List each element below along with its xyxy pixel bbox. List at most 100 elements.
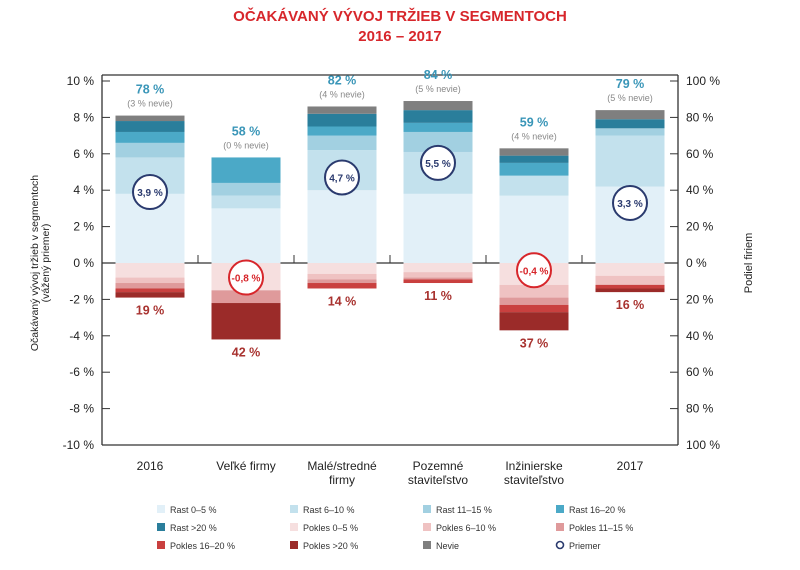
left-tick-label: 6 % <box>73 147 94 161</box>
bar-segment-Rast 11–15 % <box>403 131 473 152</box>
bar-segment-Nevie <box>403 101 473 111</box>
bar-segment-Rast 11–15 % <box>595 128 665 136</box>
bar-segment-Nevie <box>115 115 185 122</box>
category-label: 2016 <box>137 459 164 473</box>
category-label: Pozemné <box>413 459 464 473</box>
bar-segment-Pokles 11–15 % <box>499 297 569 305</box>
growth-share-label: 79 % <box>616 77 645 91</box>
category-label: staviteľstvo <box>408 473 469 487</box>
bar-segment-Pokles 6–10 % <box>307 273 377 280</box>
bar-segment-Rast 16–20 % <box>211 157 281 183</box>
left-tick-label: 8 % <box>73 110 94 124</box>
bar-segment-Pokles 6–10 % <box>403 272 473 278</box>
legend-label: Pokles 6–10 % <box>436 523 496 533</box>
legend-swatch <box>423 541 431 549</box>
average-label: 3,9 % <box>137 188 163 199</box>
bar-segment-Rast 6–10 % <box>595 135 665 187</box>
average-marker <box>516 252 552 289</box>
bar-segment-Pokles 0–5 % <box>595 263 665 276</box>
bar-segment-Rast 11–15 % <box>211 182 281 196</box>
bar-segment-Rast >20 % <box>307 113 377 127</box>
legend-swatch <box>290 541 298 549</box>
unknown-share-label: (5 % nevie) <box>415 84 461 94</box>
legend-label: Rast 0–5 % <box>170 505 217 515</box>
average-label: 3,3 % <box>617 199 643 210</box>
left-tick-label: -2 % <box>69 292 94 306</box>
growth-share-label: 59 % <box>520 115 549 129</box>
average-label: 5,5 % <box>425 159 451 170</box>
left-tick-label: 0 % <box>73 256 94 270</box>
bar-segment-Pokles 11–15 % <box>403 277 473 280</box>
y-axis-label: Očakávaný vývoj tržieb v segmentoch <box>29 175 41 351</box>
legend-swatch <box>157 541 165 549</box>
bar-segment-Pokles 0–5 % <box>307 263 377 274</box>
average-marker <box>420 144 456 181</box>
bar-segment-Pokles 6–10 % <box>115 277 185 284</box>
unknown-share-label: (4 % nevie) <box>319 89 365 99</box>
bar-segment-Pokles 16–20 % <box>307 283 377 289</box>
legend-label: Rast 16–20 % <box>569 505 626 515</box>
bar-segment-Pokles >20 % <box>499 312 569 331</box>
legend-swatch <box>423 505 431 513</box>
right-tick-label: 20 % <box>686 292 714 306</box>
legend-swatch <box>290 505 298 513</box>
bar-segment-Pokles >20 % <box>115 292 185 298</box>
bar-segment-Rast 6–10 % <box>499 175 569 196</box>
legend-swatch <box>157 523 165 531</box>
unknown-share-label: (5 % nevie) <box>607 93 653 103</box>
average-marker <box>132 174 168 211</box>
decline-share-label: 16 % <box>616 298 645 312</box>
right-tick-label: 20 % <box>686 220 714 234</box>
legend-swatch <box>556 505 564 513</box>
bar-segment-Rast 0–5 % <box>499 195 569 263</box>
right-tick-label: 0 % <box>686 256 707 270</box>
decline-share-label: 19 % <box>136 304 165 318</box>
right-tick-label: 40 % <box>686 183 714 197</box>
bar-segment-Pokles >20 % <box>595 288 665 293</box>
category-label: Veľké firmy <box>216 459 276 473</box>
bar-segment-Pokles 16–20 % <box>403 279 473 284</box>
left-tick-label: -10 % <box>63 438 95 452</box>
bar-segment-Rast 16–20 % <box>307 126 377 136</box>
bar-segment-Pokles 16–20 % <box>499 304 569 313</box>
right-tick-label: 60 % <box>686 147 714 161</box>
legend-label: Priemer <box>569 541 601 551</box>
bar-segment-Pokles 6–10 % <box>595 275 665 285</box>
bar-segment-Rast 0–5 % <box>307 190 377 263</box>
bar-segment-Pokles 0–5 % <box>403 263 473 273</box>
bar-segment-Rast >20 % <box>403 110 473 123</box>
unknown-share-label: (4 % nevie) <box>511 131 557 141</box>
bar-segment-Rast 0–5 % <box>403 193 473 263</box>
unknown-share-label: (0 % nevie) <box>223 140 269 150</box>
decline-share-label: 11 % <box>424 289 452 303</box>
legend-label: Pokles 16–20 % <box>170 541 235 551</box>
left-tick-label: 2 % <box>73 220 94 234</box>
bar-segment-Pokles 11–15 % <box>115 283 185 289</box>
bar-segment-Pokles 0–5 % <box>115 263 185 278</box>
legend-label: Nevie <box>436 541 459 551</box>
average-label: -0,8 % <box>232 274 261 285</box>
bar-segment-Nevie <box>307 106 377 114</box>
bar-segment-Nevie <box>595 110 665 120</box>
bar-segment-Pokles >20 % <box>211 303 281 340</box>
average-marker <box>324 159 360 196</box>
right-tick-label: 80 % <box>686 402 714 416</box>
bar-segment-Pokles 11–15 % <box>211 290 281 304</box>
bar-segment-Pokles 6–10 % <box>499 284 569 298</box>
legend-label: Pokles 0–5 % <box>303 523 358 533</box>
legend-swatch <box>157 505 165 513</box>
left-tick-label: -4 % <box>69 329 94 343</box>
y2-axis-label: Podiel firiem <box>743 233 755 294</box>
bar-segment-Rast 0–5 % <box>211 208 281 263</box>
chart-subtitle: 2016 – 2017 <box>358 28 442 45</box>
category-label: Inžinierske <box>505 459 563 473</box>
legend-swatch <box>556 523 564 531</box>
right-tick-label: 40 % <box>686 329 714 343</box>
decline-share-label: 42 % <box>232 345 261 359</box>
bar-segment-Rast 16–20 % <box>499 162 569 176</box>
growth-share-label: 82 % <box>328 73 357 87</box>
legend-average-icon <box>555 540 565 550</box>
bar-segment-Pokles 16–20 % <box>115 288 185 293</box>
